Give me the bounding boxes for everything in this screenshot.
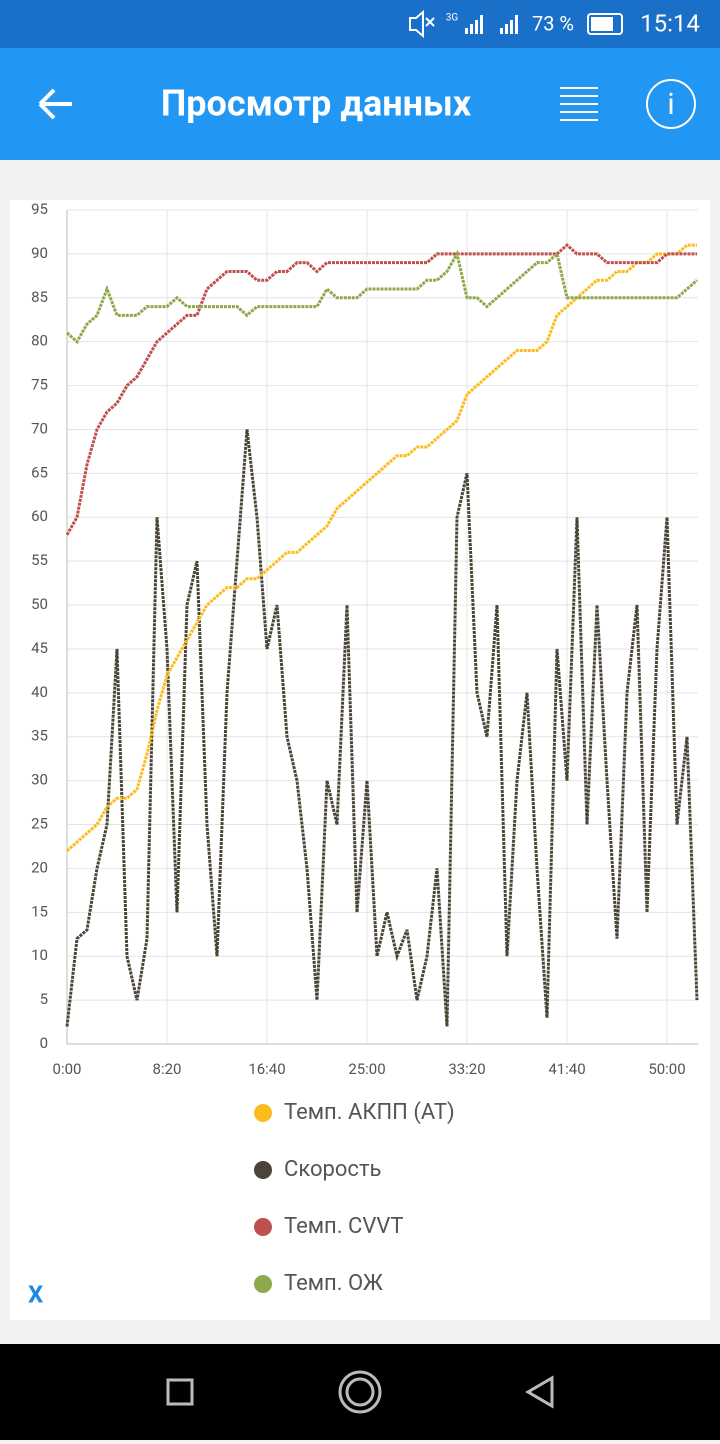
y-tick-label: 45 — [31, 639, 48, 657]
legend-marker — [254, 1161, 272, 1179]
x-tick-label: 25:00 — [348, 1060, 385, 1078]
y-tick-label: 95 — [31, 200, 48, 218]
series-line — [66, 249, 698, 345]
y-tick-label: 60 — [31, 507, 48, 525]
recent-button[interactable] — [166, 1378, 194, 1406]
y-tick-label: 25 — [31, 814, 48, 832]
y-tick-label: 65 — [31, 463, 48, 481]
x-tick-label: 50:00 — [648, 1060, 685, 1078]
list-button[interactable] — [560, 87, 598, 121]
x-tick-label: 33:20 — [448, 1060, 485, 1078]
legend-marker — [254, 1275, 272, 1293]
y-tick-label: 15 — [31, 902, 48, 920]
battery-icon — [587, 13, 623, 35]
network-label: 3G — [446, 13, 459, 24]
back-nav-button[interactable] — [525, 1375, 554, 1409]
legend-label: Темп. АКПП (AT) — [284, 1100, 455, 1125]
y-tick-label: 30 — [31, 771, 48, 789]
series-line — [66, 243, 697, 852]
y-tick-label: 35 — [31, 727, 48, 745]
info-icon: i — [667, 87, 674, 122]
battery-label: 73 % — [532, 11, 574, 35]
series-line — [65, 429, 699, 1027]
y-tick-label: 20 — [31, 858, 48, 876]
y-tick-label: 90 — [31, 244, 48, 262]
legend-marker — [254, 1104, 272, 1122]
clock: 15:14 — [640, 9, 700, 37]
x-tick-label: 41:40 — [548, 1060, 585, 1078]
chart: 0 5 10 15 20 25 30 35 40 45 50 55 60 65 70 75 80 85 90 95 0:… — [31, 200, 699, 1296]
app-bar — [0, 48, 720, 160]
legend-marker — [254, 1218, 272, 1236]
y-tick-label: 5 — [40, 990, 48, 1008]
close-button[interactable]: X — [28, 1280, 43, 1308]
y-tick-label: 70 — [31, 419, 48, 437]
y-tick-label: 55 — [31, 551, 48, 569]
y-tick-label: 40 — [31, 683, 48, 701]
signal-icons — [465, 15, 518, 34]
y-tick-label: 0 — [40, 1034, 48, 1052]
battery-level — [591, 17, 613, 31]
y-tick-label: 85 — [31, 288, 48, 306]
legend-label: Темп. ОЖ — [284, 1271, 383, 1296]
info-button[interactable] — [646, 79, 696, 129]
legend-label: Скорость — [284, 1157, 381, 1182]
app-title: Просмотр данных — [161, 83, 472, 125]
y-tick-label: 75 — [31, 376, 48, 394]
y-tick-label: 50 — [31, 595, 48, 613]
y-tick-label: 80 — [31, 332, 48, 350]
x-tick-label: 0:00 — [53, 1060, 82, 1078]
y-tick-label: 10 — [31, 946, 48, 964]
home-inner — [345, 1377, 375, 1407]
legend-label: Темп. CVVT — [284, 1214, 403, 1239]
series-line — [65, 243, 697, 536]
x-tick-label: 8:20 — [153, 1060, 182, 1078]
back-button[interactable] — [38, 88, 72, 120]
x-tick-label: 16:40 — [248, 1060, 285, 1078]
mute-icon — [409, 9, 435, 39]
home-button[interactable] — [338, 1370, 382, 1414]
nav-bar — [0, 1344, 720, 1440]
